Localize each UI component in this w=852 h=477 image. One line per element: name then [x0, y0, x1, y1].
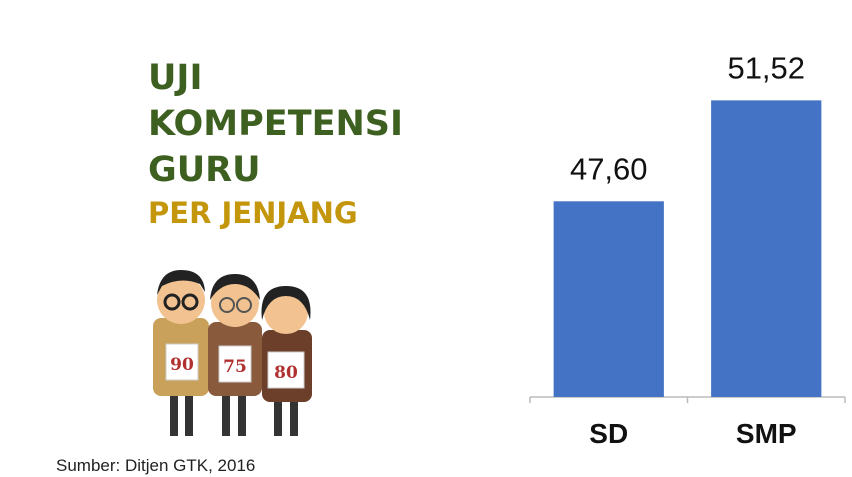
score-card: 80 — [274, 363, 298, 383]
value-label: 47,60 — [570, 151, 648, 186]
illustration: 90 75 80 — [153, 270, 312, 436]
bar — [554, 201, 664, 397]
x-tick-label: SD — [589, 418, 628, 449]
value-label: 51,52 — [727, 50, 805, 85]
title-line: UJI — [148, 58, 202, 98]
source: Sumber: Ditjen GTK, 2016 — [56, 456, 255, 475]
x-tick-label: SMP — [736, 418, 797, 449]
subtitle: PER JENJANG — [148, 196, 358, 230]
title-line: GURU — [148, 150, 261, 190]
bar — [711, 100, 821, 397]
page: UJI KOMPETENSI GURU PER JENJANG 90 75 80… — [0, 0, 852, 477]
title-line: KOMPETENSI — [148, 104, 403, 144]
chart: 47,60 SD 51,52 SMP — [530, 50, 845, 449]
score-card: 75 — [223, 357, 247, 377]
score-card: 90 — [170, 355, 194, 375]
